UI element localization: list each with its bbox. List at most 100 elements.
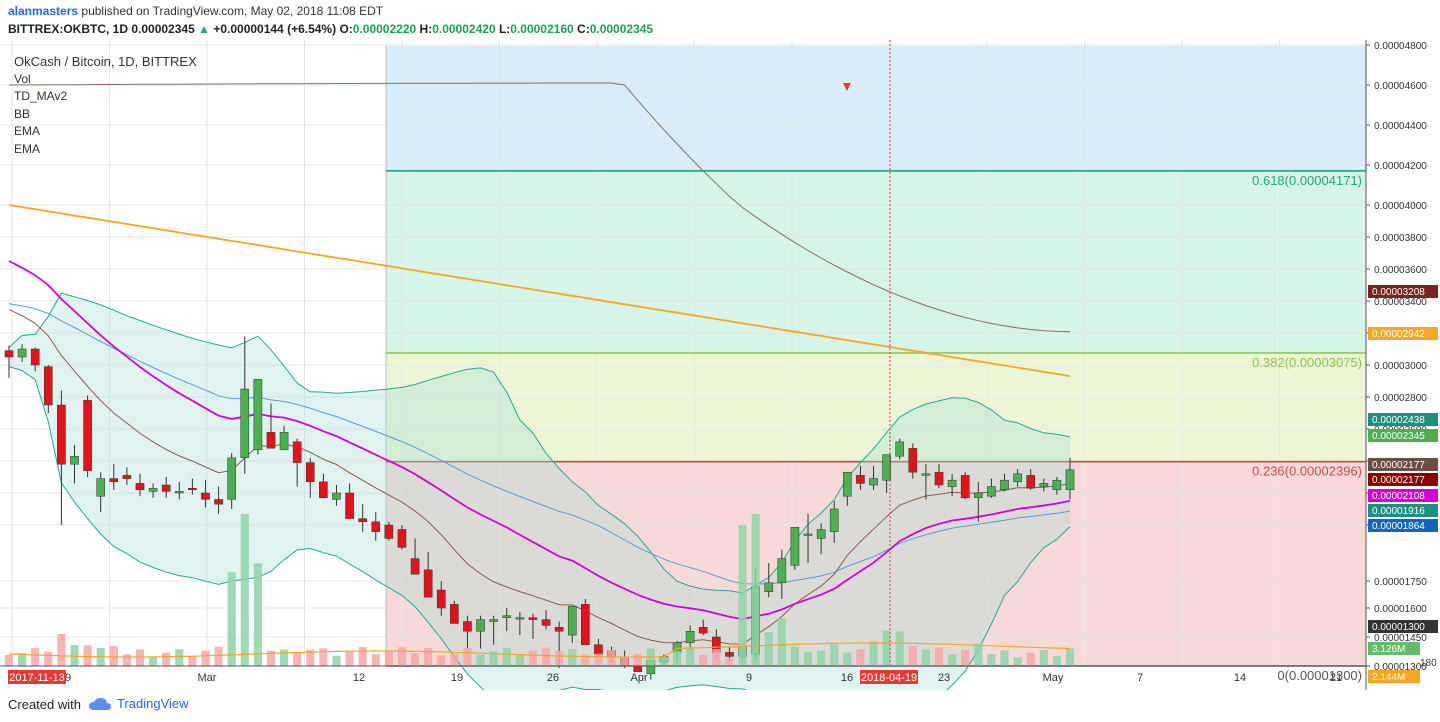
- price-tick-label: 0.00003600: [1374, 265, 1427, 276]
- candle-body: [436, 589, 446, 609]
- volume-bar: [830, 644, 839, 666]
- candle-body: [895, 441, 905, 457]
- volume-bar: [712, 649, 721, 666]
- price-tag-text: 180: [1420, 658, 1437, 669]
- legend-item-vol[interactable]: Vol: [14, 71, 31, 86]
- volume-bar: [201, 650, 210, 666]
- price-chart[interactable]: 0.618(0.00004171) 0.382(0.00003075) 0.236(…: [0, 40, 1440, 690]
- volume-bar: [411, 653, 420, 666]
- candle-body: [384, 524, 394, 539]
- price-tag-text: 0.00003208: [1372, 287, 1425, 298]
- volume-bar: [175, 649, 184, 666]
- volume-bar: [437, 655, 446, 666]
- author-link[interactable]: alanmasters: [8, 4, 79, 18]
- tradingview-link[interactable]: TradingView: [88, 696, 189, 711]
- volume-bar: [948, 654, 957, 666]
- bb-upper-line: [8, 292, 1071, 594]
- fib-zone-236: [386, 461, 1366, 666]
- symbol-label: BITTREX:OKBTC, 1D: [8, 22, 128, 36]
- price-tick-label: 0.00003400: [1374, 297, 1427, 308]
- candle-body: [960, 475, 970, 499]
- volume-bar: [555, 651, 564, 666]
- volume-bar: [1065, 648, 1075, 666]
- candle-body: [947, 479, 957, 487]
- time-label: Apr: [630, 672, 647, 684]
- volume-bar: [319, 648, 328, 666]
- volume-bar: [306, 649, 315, 666]
- price-tag: [1368, 489, 1438, 502]
- candle-body: [1013, 473, 1022, 483]
- price-change: +0.00000144 (+6.54%): [213, 22, 337, 36]
- volume-bar: [895, 631, 904, 666]
- time-label: 26: [547, 672, 559, 684]
- volume-bar: [659, 656, 668, 666]
- candle-body: [371, 521, 381, 532]
- volume-bar: [751, 514, 760, 666]
- candle-body: [934, 471, 944, 486]
- volume-bar: [699, 655, 708, 666]
- volume-bar: [476, 654, 485, 666]
- price-tag-text: 0.00002345: [1372, 431, 1425, 442]
- volume-bar: [541, 647, 551, 666]
- ema-brown-slow-line: [8, 82, 1071, 333]
- price-tag-text: 0.00001916: [1372, 506, 1425, 517]
- fib-zone-top: [386, 46, 1366, 171]
- candle-body: [581, 604, 590, 645]
- volume-bar: [934, 647, 944, 666]
- volume-bar: [214, 646, 223, 666]
- open-label: O:: [339, 22, 353, 36]
- candle-body: [1052, 479, 1062, 491]
- legend-item-ema-1[interactable]: EMA: [14, 124, 41, 138]
- price-tick-label: 0.00004800: [1374, 41, 1427, 52]
- candle-body: [541, 619, 551, 626]
- legend-item-bb[interactable]: BB: [14, 106, 31, 121]
- time-axis: 9 Mar 12 19 26 Apr 9 16 23 May 7 14 21 2017-11-13 2018…: [0, 665, 1366, 684]
- volume-bar: [253, 563, 262, 666]
- candle-body: [882, 454, 891, 481]
- price-axis: 0.00004800 0.00004600 0.00004400 0.00004200…: [1365, 40, 1440, 690]
- candle-body: [279, 431, 289, 451]
- price-tick-label: 0.00004600: [1374, 81, 1427, 92]
- price-tag-text: 0.00002108: [1372, 491, 1425, 502]
- candle-body: [672, 642, 682, 653]
- volume-bar: [672, 651, 682, 666]
- price-tick-label: 0.00001450: [1374, 633, 1427, 644]
- candle-body: [397, 529, 407, 548]
- candle-body: [345, 492, 354, 519]
- volume-bar: [83, 645, 92, 666]
- volume-bar: [725, 658, 734, 666]
- bb-lower-line: [8, 366, 1071, 690]
- price-tag: [1368, 429, 1438, 442]
- time-label: 9: [746, 672, 752, 684]
- candle-body: [4, 350, 14, 358]
- volume-bar: [594, 653, 603, 666]
- volume-bar: [803, 652, 813, 666]
- volume-bar: [921, 649, 930, 666]
- volume-bar: [162, 652, 171, 666]
- time-label: 23: [938, 672, 950, 684]
- legend-item-td-ma[interactable]: TD_MAv2: [14, 89, 68, 103]
- candle-body: [725, 652, 734, 657]
- time-label: Mar: [198, 672, 217, 684]
- candle-body: [332, 492, 341, 500]
- publish-line: alanmasters published on TradingView.com…: [8, 4, 383, 18]
- cloud-icon: [89, 697, 111, 710]
- candle-body: [856, 475, 865, 484]
- volume-bar: [1052, 656, 1061, 666]
- candle-body: [567, 605, 577, 636]
- up-triangle-icon: ▲: [198, 22, 210, 36]
- volume-bar: [450, 653, 459, 666]
- candle-body: [70, 455, 79, 465]
- candle-body: [803, 533, 813, 536]
- candle-body: [528, 617, 538, 620]
- time-label: 16: [841, 672, 853, 684]
- candle-body: [266, 431, 276, 449]
- candle-body: [908, 447, 918, 473]
- high-value: 0.00002420: [432, 22, 496, 36]
- price-tick-label: 0.00001300: [1374, 662, 1427, 673]
- volume-bar: [568, 648, 577, 666]
- candle-body: [921, 473, 931, 476]
- legend-item-ema-2[interactable]: EMA: [14, 141, 41, 156]
- volume-bar: [607, 650, 616, 666]
- legend-title[interactable]: OkCash / Bitcoin, 1D, BITTREX: [14, 54, 197, 69]
